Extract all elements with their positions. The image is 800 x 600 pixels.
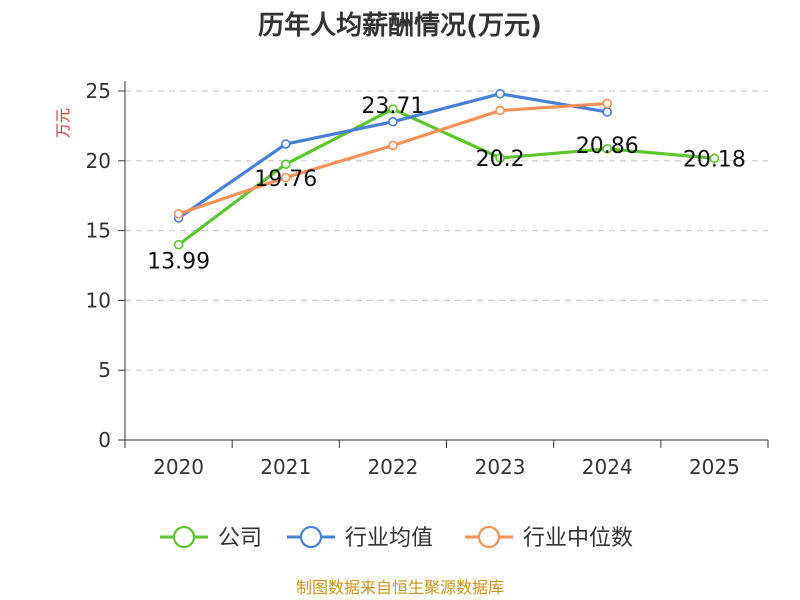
source-text: 制图数据来自恒生聚源数据库: [296, 578, 504, 597]
series-group: [173, 88, 720, 250]
y-tick-label: 0: [98, 428, 111, 452]
series-line-0: [177, 107, 715, 246]
y-tick-label: 25: [86, 79, 111, 103]
y-tick-label: 5: [98, 358, 111, 382]
data-point: [602, 98, 613, 109]
data-label: 20.86: [576, 134, 639, 159]
data-point: [388, 104, 398, 114]
y-tick-label: 20: [86, 149, 111, 173]
x-tick-label: 2022: [367, 455, 418, 479]
data-point: [280, 159, 291, 169]
data-labels: 13.99 19.76 23.71 20.2 20.86 20.18: [147, 94, 746, 275]
data-label: 23.71: [361, 94, 424, 119]
legend-marker: [299, 525, 323, 549]
legend-item-2[interactable]: 行业中位数: [465, 525, 633, 551]
grid: [125, 90, 768, 371]
data-point: [173, 209, 184, 219]
data-point: [388, 140, 398, 151]
y-tick-label: 15: [86, 219, 111, 243]
x-tick-label: 2023: [475, 455, 526, 479]
data-point: [602, 107, 613, 117]
data-label: 19.76: [254, 167, 317, 192]
data-point: [280, 172, 291, 183]
data-point: [173, 239, 184, 250]
data-label: 20.2: [476, 147, 525, 172]
x-tick-label: 2020: [153, 455, 204, 479]
legend-marker: [477, 525, 501, 549]
data-point: [388, 116, 398, 127]
data-point: [602, 143, 613, 154]
legend-label: 行业中位数: [523, 526, 633, 551]
y-axis-label: 万元: [54, 108, 72, 138]
legend-marker: [172, 525, 196, 549]
chart-title: 历年人均薪酬情况(万元): [258, 10, 542, 41]
x-tick-label: 2021: [260, 455, 311, 479]
data-point: [495, 105, 505, 116]
data-label: 13.99: [147, 250, 210, 275]
x-tick-label: 2025: [689, 455, 740, 479]
legend-item-1[interactable]: 行业均值: [287, 525, 433, 551]
y-tick-label: 10: [86, 288, 111, 312]
legend-label: 行业均值: [345, 526, 433, 551]
data-point: [709, 153, 720, 164]
x-tick-label: 2024: [582, 455, 633, 479]
data-label: 20.18: [683, 147, 746, 172]
legend[interactable]: 公司 行业均值 行业中位数: [160, 525, 633, 551]
data-point: [495, 88, 505, 99]
legend-label: 公司: [218, 526, 262, 551]
data-point: [495, 153, 505, 163]
legend-item-0[interactable]: 公司: [160, 525, 262, 551]
data-point: [280, 139, 291, 149]
